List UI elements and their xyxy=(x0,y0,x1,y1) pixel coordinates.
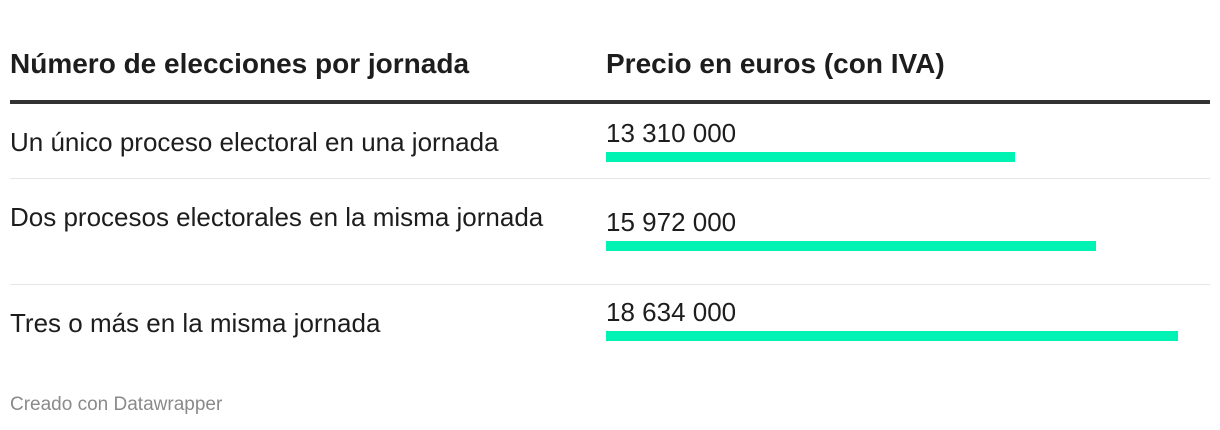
column-header-category: Número de elecciones por jornada xyxy=(10,48,470,79)
table-row: Dos procesos electorales en la misma jor… xyxy=(10,179,1210,285)
row-category-label: Tres o más en la misma jornada xyxy=(10,308,381,338)
row-category-label: Dos procesos electorales en la misma jor… xyxy=(10,202,544,232)
table-header: Número de elecciones por jornada Precio … xyxy=(10,40,1210,104)
row-value-label: 13 310 000 xyxy=(606,118,737,148)
row-category-label: Un único proceso electoral en una jornad… xyxy=(10,127,499,157)
row-value-bar xyxy=(606,241,1096,251)
datawrapper-credit: Creado con Datawrapper xyxy=(10,394,223,415)
table-row: Un único proceso electoral en una jornad… xyxy=(10,104,1210,179)
column-header-price: Precio en euros (con IVA) xyxy=(606,48,945,79)
data-table: Número de elecciones por jornada Precio … xyxy=(10,40,1210,375)
row-value-bar xyxy=(606,152,1015,162)
row-value-label: 18 634 000 xyxy=(606,297,737,327)
row-value-bar xyxy=(606,331,1178,341)
row-value-label: 15 972 000 xyxy=(606,207,737,237)
table-row: Tres o más en la misma jornada 18 634 00… xyxy=(10,285,1210,375)
